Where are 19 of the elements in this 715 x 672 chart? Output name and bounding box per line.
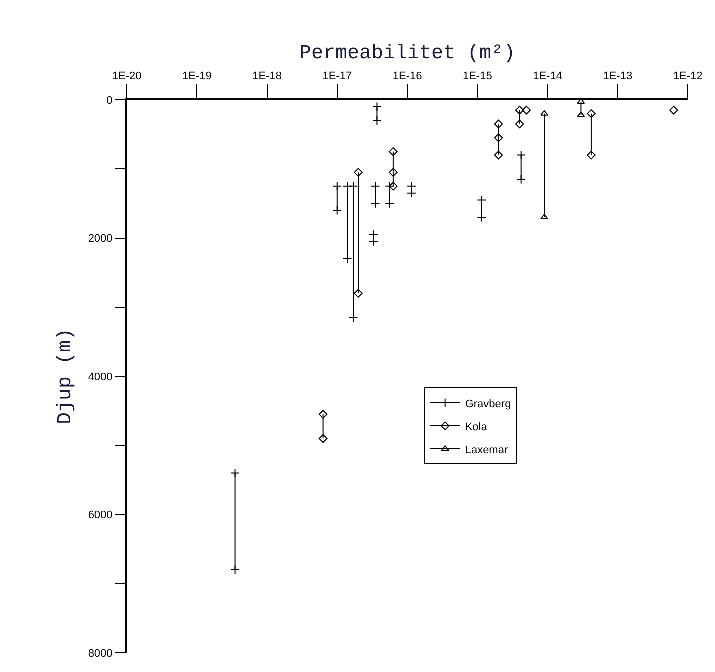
legend-label: Kola (465, 421, 488, 434)
x-tick-label: 1E-19 (182, 70, 212, 83)
x-tick-label: 1E-20 (112, 70, 142, 83)
x-tick-label: 1E-14 (533, 70, 562, 83)
x-tick-label: 1E-12 (673, 70, 703, 83)
y-tick-label: 6000 (88, 510, 113, 522)
y-tick-label: 8000 (88, 648, 113, 660)
y-tick-label: 4000 (88, 371, 113, 384)
legend-label: Gravberg (465, 398, 512, 410)
x-tick-label: 1E-17 (322, 70, 352, 83)
x-tick-label: 1E-18 (252, 70, 282, 83)
legend-label: Laxemar (465, 444, 508, 456)
x-axis-title: Permeabilitet (m²) (299, 42, 516, 66)
y-axis-title: Djup (m) (54, 328, 78, 425)
x-tick-label: 1E-16 (392, 70, 422, 83)
y-tick-label: 2000 (88, 233, 113, 246)
x-tick-label: 1E-15 (462, 70, 492, 83)
y-tick-label: 0 (106, 94, 113, 107)
x-tick-label: 1E-13 (603, 70, 633, 83)
